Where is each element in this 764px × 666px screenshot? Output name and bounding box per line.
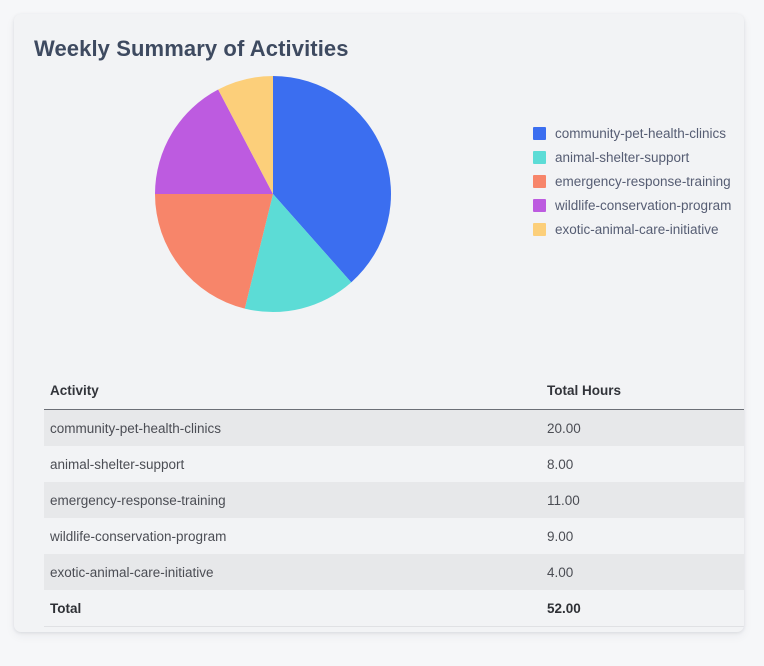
cell-activity: emergency-response-training xyxy=(44,482,541,518)
legend-item-label: animal-shelter-support xyxy=(555,149,690,165)
legend-item-label: wildlife-conservation-program xyxy=(555,197,732,213)
cell-total-hours: 52.00 xyxy=(541,590,744,627)
table-header-row: Activity Total Hours xyxy=(44,377,744,410)
legend-swatch-icon xyxy=(533,174,546,188)
page-title: Weekly Summary of Activities xyxy=(34,36,349,61)
legend-swatch-icon xyxy=(533,198,546,212)
legend-swatch-icon xyxy=(533,150,546,164)
cell-total-label: Total xyxy=(44,590,541,627)
pie-slice xyxy=(273,76,391,283)
legend-swatch-icon xyxy=(533,126,546,140)
cell-total-hours: 8.00 xyxy=(547,456,574,472)
legend-item-label: exotic-animal-care-initiative xyxy=(555,221,719,237)
pie-slice xyxy=(244,194,352,313)
cell-total-hours: 9.00 xyxy=(547,528,574,544)
pie-slice-group xyxy=(155,76,391,313)
table-total-row: Total 52.00 xyxy=(44,590,744,627)
cell-total-hours: 4.00 xyxy=(541,554,744,590)
column-header-activity: Activity xyxy=(44,377,541,410)
legend-item[interactable]: wildlife-conservation-program xyxy=(533,197,731,213)
pie-chart xyxy=(155,76,391,313)
pie-slice xyxy=(218,76,273,195)
legend-item[interactable]: animal-shelter-support xyxy=(533,149,731,165)
cell-total-hours: 11.00 xyxy=(541,482,744,518)
legend-item-label: emergency-response-training xyxy=(555,173,731,189)
legend-item[interactable]: community-pet-health-clinics xyxy=(533,125,731,141)
cell-activity: wildlife-conservation-program xyxy=(50,528,227,544)
chart-area: community-pet-health-clinics animal-shelt… xyxy=(14,62,744,330)
cell-activity: community-pet-health-clinics xyxy=(44,409,541,446)
pie-chart-svg xyxy=(155,76,391,313)
table-row: community-pet-health-clinics 20.00 xyxy=(44,409,744,446)
cell-activity: animal-shelter-support xyxy=(50,456,185,472)
legend-item-label: community-pet-health-clinics xyxy=(555,125,727,141)
column-header-total-hours: Total Hours xyxy=(541,377,744,410)
table-row: emergency-response-training 11.00 xyxy=(44,482,744,518)
pie-slice xyxy=(155,89,273,195)
table-row: wildlife-conservation-program 9.00 xyxy=(44,518,744,554)
summary-table-container: Activity Total Hours community-pet-healt… xyxy=(44,377,744,627)
cell-total-hours: 20.00 xyxy=(541,409,744,446)
legend-item[interactable]: emergency-response-training xyxy=(533,173,731,189)
table-row: animal-shelter-support 8.00 xyxy=(44,446,744,482)
table-row: exotic-animal-care-initiative 4.00 xyxy=(44,554,744,590)
legend-swatch-icon xyxy=(533,222,546,236)
table-head: Activity Total Hours xyxy=(44,377,744,410)
table-body: community-pet-health-clinics 20.00 animal-… xyxy=(44,409,744,627)
summary-card: Weekly Summary of Activities community-p… xyxy=(14,14,744,632)
cell-activity: exotic-animal-care-initiative xyxy=(44,554,541,590)
summary-table: Activity Total Hours community-pet-healt… xyxy=(44,377,744,627)
pie-slice xyxy=(155,194,273,309)
legend-item[interactable]: exotic-animal-care-initiative xyxy=(533,221,731,237)
chart-legend: community-pet-health-clinics animal-shelt… xyxy=(533,125,731,237)
